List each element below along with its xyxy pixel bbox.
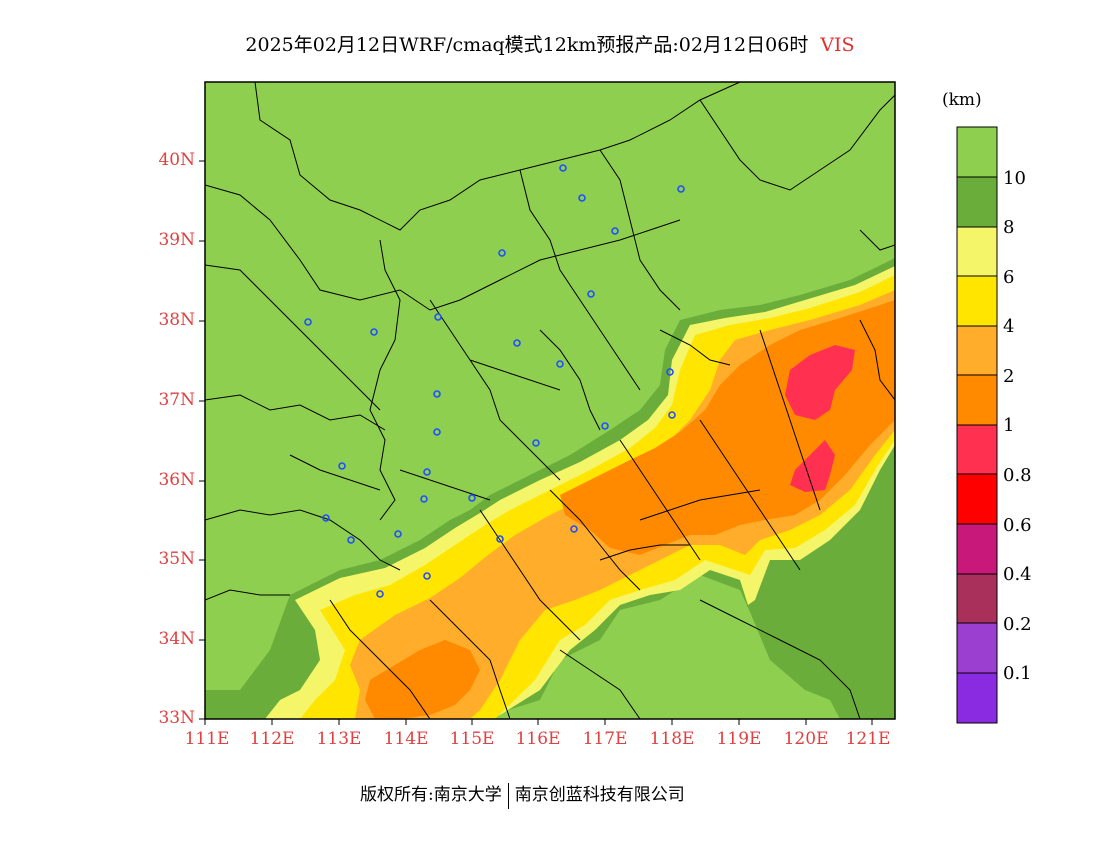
lon-label: 111E (184, 729, 230, 749)
colorbar-swatch (957, 673, 997, 723)
city-marker (578, 194, 586, 202)
city-marker (498, 249, 506, 257)
colorbar (956, 126, 998, 724)
city-marker (570, 525, 578, 533)
lon-label: 121E (845, 729, 891, 749)
lon-label: 120E (783, 729, 829, 749)
colorbar-label: 2 (1003, 366, 1015, 387)
lon-label: 113E (316, 729, 362, 749)
colorbar-swatch (957, 227, 997, 276)
city-marker (559, 164, 567, 172)
city-marker (394, 530, 402, 538)
copyright-footer: 版权所有:南京大学 南京创蓝科技有限公司 (360, 780, 685, 809)
title-text: 2025年02月12日WRF/cmaq模式12km预报产品:02月12日06时 (245, 34, 809, 56)
city-marker (347, 536, 355, 544)
colorbar-swatch (957, 623, 997, 673)
city-marker (433, 390, 441, 398)
city-marker (370, 328, 378, 336)
lat-label: 34N (158, 629, 195, 649)
lon-label: 118E (649, 729, 695, 749)
lat-label: 33N (158, 708, 195, 728)
lon-label: 117E (582, 729, 628, 749)
city-marker (513, 339, 521, 347)
colorbar-label: 0.6 (1003, 515, 1032, 536)
city-marker (420, 495, 428, 503)
city-marker (468, 494, 476, 502)
map-plot-area (205, 82, 895, 719)
city-marker (376, 590, 384, 598)
lat-label: 38N (158, 310, 195, 330)
city-marker (668, 411, 676, 419)
city-marker (434, 313, 442, 321)
colorbar-swatch (957, 276, 997, 326)
footer-divider (507, 782, 509, 809)
city-marker (611, 227, 619, 235)
lat-ticks (199, 160, 205, 720)
colorbar-swatch (957, 425, 997, 474)
copyright-owner: 版权所有:南京大学 (360, 785, 502, 805)
lon-label: 119E (716, 729, 762, 749)
lon-ticks (204, 719, 873, 725)
city-marker (322, 514, 330, 522)
city-marker (601, 422, 609, 430)
colorbar-unit: (km) (942, 90, 982, 110)
city-marker (532, 439, 540, 447)
city-marker (304, 318, 312, 326)
city-marker (433, 428, 441, 436)
vis-1-2-south (365, 640, 480, 719)
colorbar-label: 8 (1003, 217, 1015, 238)
city-marker (338, 462, 346, 470)
map-title: 2025年02月12日WRF/cmaq模式12km预报产品:02月12日06时 V… (0, 30, 1100, 57)
lat-label: 35N (158, 549, 195, 569)
province-boundaries (205, 82, 895, 719)
city-marker (666, 368, 674, 376)
colorbar-swatch (957, 177, 997, 227)
lat-label: 39N (158, 230, 195, 250)
variable-label: VIS (820, 34, 855, 56)
lon-label: 115E (449, 729, 495, 749)
colorbar-swatch (957, 326, 997, 375)
copyright-company: 南京创蓝科技有限公司 (514, 785, 685, 805)
lat-label: 36N (158, 470, 195, 490)
lon-label: 114E (383, 729, 429, 749)
lat-label: 37N (158, 390, 195, 410)
vis-0.8-1-patch-south (790, 440, 835, 492)
colorbar-label: 0.1 (1003, 663, 1032, 684)
colorbar-label: 0.4 (1003, 564, 1032, 585)
colorbar-label: 1 (1003, 415, 1015, 436)
city-markers (304, 164, 685, 598)
city-marker (423, 468, 431, 476)
colorbar-label: 10 (1003, 168, 1026, 189)
colorbar-swatch (957, 574, 997, 623)
city-marker (587, 290, 595, 298)
colorbar-swatch (957, 524, 997, 574)
colorbar-label: 6 (1003, 267, 1015, 288)
colorbar-swatch (957, 127, 997, 177)
colorbar-swatch (957, 375, 997, 425)
city-marker (677, 185, 685, 193)
city-marker (423, 572, 431, 580)
vis-0.8-1-patch-north (785, 345, 855, 420)
colorbar-label: 4 (1003, 316, 1015, 337)
city-marker (496, 535, 504, 543)
colorbar-label: 0.2 (1003, 614, 1032, 635)
colorbar-swatch (957, 474, 997, 524)
lon-label: 116E (515, 729, 561, 749)
colorbar-label: 0.8 (1003, 465, 1032, 486)
lon-label: 112E (249, 729, 295, 749)
city-marker (556, 360, 564, 368)
lat-label: 40N (158, 150, 195, 170)
